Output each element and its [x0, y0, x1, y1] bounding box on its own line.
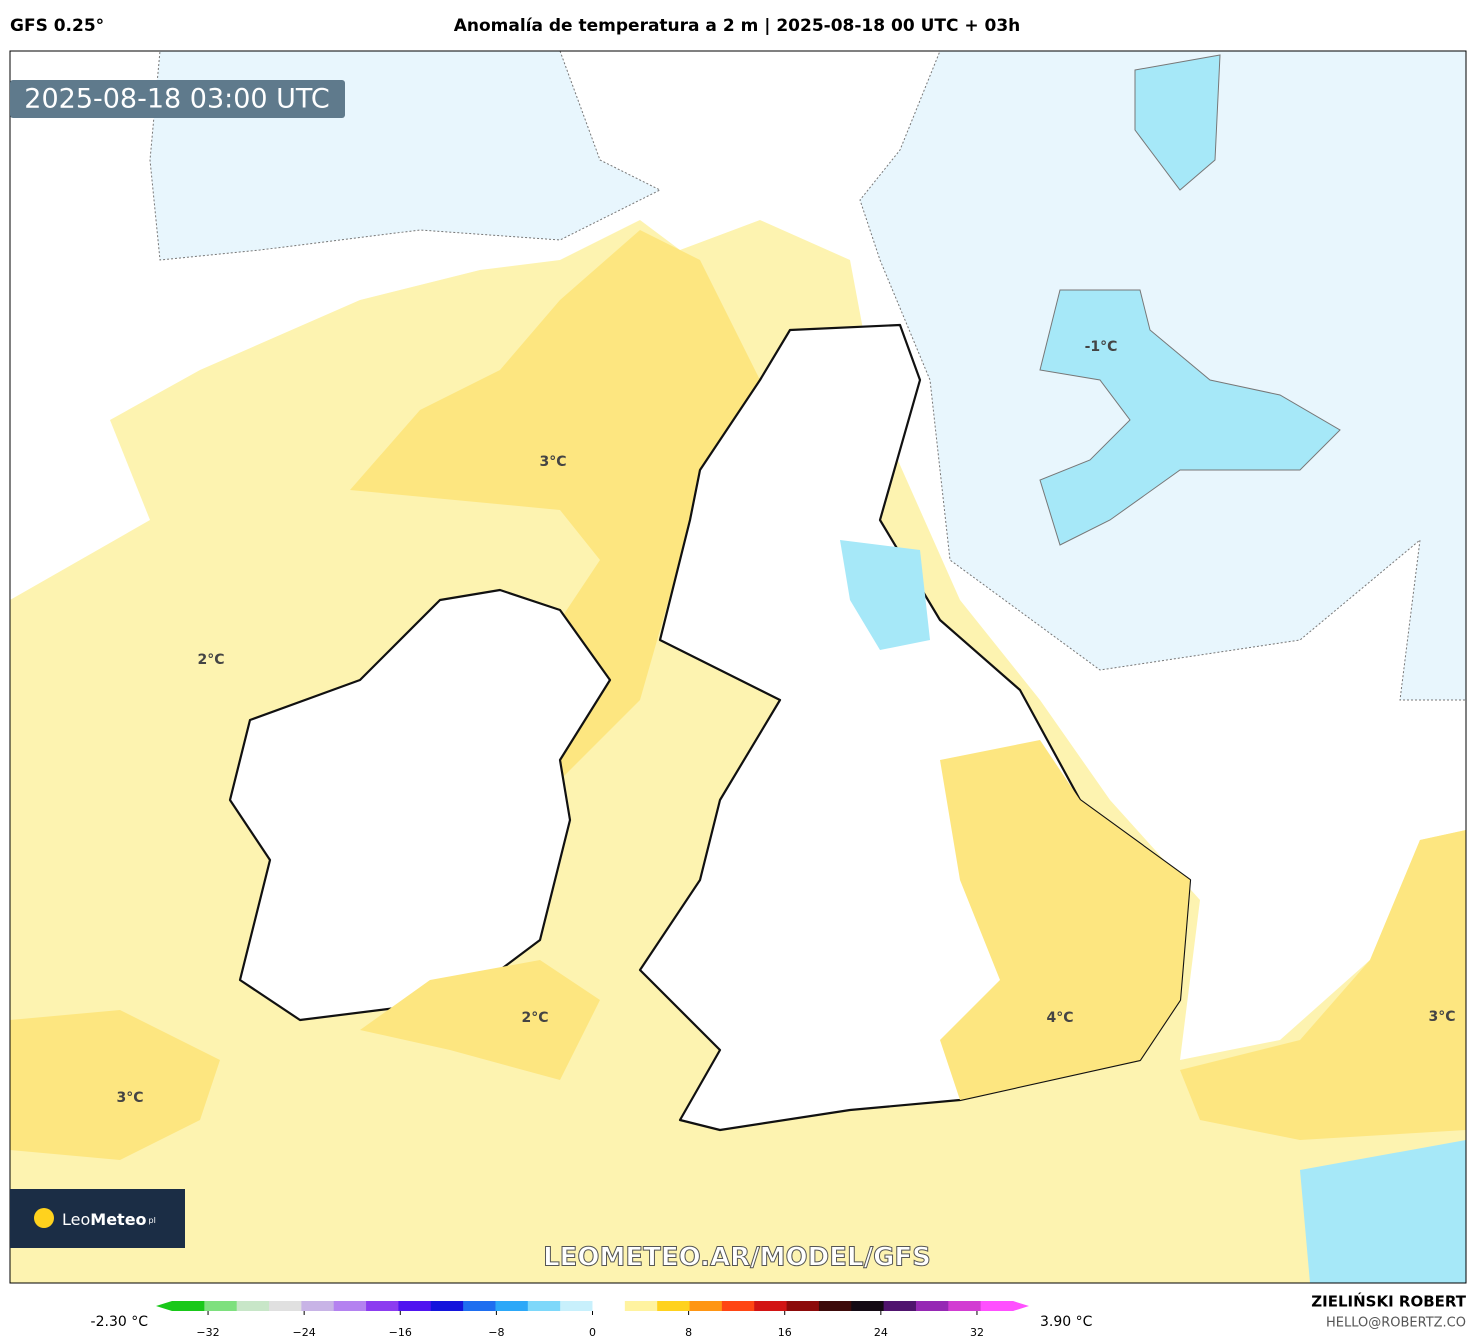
contour-label: 3°C — [1428, 1009, 1455, 1025]
colorbar-segment — [657, 1301, 691, 1311]
timestamp-box — [10, 80, 345, 118]
colorbar-segment — [592, 1301, 626, 1311]
timestamp: 2025-08-18 03:00 UTC — [24, 84, 329, 115]
colorbar-max: 3.90 °C — [1040, 1314, 1093, 1330]
colorbar-segment — [366, 1301, 399, 1311]
colorbar-segment — [269, 1301, 302, 1311]
colorbar-tick-label: −16 — [389, 1326, 412, 1339]
colorbar-segment — [430, 1301, 464, 1311]
colorbar-tick-label: 0 — [589, 1326, 596, 1339]
colorbar-segment — [204, 1301, 238, 1311]
colorbar-tick-label: 16 — [778, 1326, 792, 1339]
colorbar-segment — [495, 1301, 529, 1311]
contour-label: -1°C — [1085, 339, 1118, 355]
colorbar-tick-label: −24 — [293, 1326, 316, 1339]
colorbar-segment — [527, 1301, 561, 1311]
colorbar-extend — [156, 1301, 172, 1311]
warm-area — [360, 960, 600, 1080]
colorbar-segment — [851, 1301, 885, 1311]
colorbar-segment — [301, 1301, 335, 1311]
colorbar-segment — [172, 1301, 205, 1311]
colorbar: −32 −24 −16 −8 0 8 16 24 32 — [156, 1301, 1029, 1339]
cold-area — [1039, 289, 1341, 546]
colorbar-segment — [754, 1301, 788, 1311]
colorbar-tick-label: 32 — [970, 1326, 984, 1339]
colorbar-tick-label: 8 — [685, 1326, 692, 1339]
colorbar-segment — [980, 1301, 1014, 1311]
ireland — [228, 588, 612, 1022]
logo-text: LeoMeteo pl — [62, 1210, 156, 1229]
warm-area — [1180, 830, 1466, 1140]
contour-label: 3°C — [116, 1090, 143, 1106]
map-labels: -1°C 3°C 2°C 2°C 3°C 4°C 3°C — [116, 339, 1455, 1106]
colorbar-segment — [883, 1301, 917, 1311]
colorbar-segment — [333, 1301, 367, 1311]
cold-area — [1134, 54, 1221, 191]
colorbar-tick-label: 24 — [874, 1326, 888, 1339]
colorbar-extend — [1013, 1301, 1029, 1311]
map-frame — [9, 50, 1467, 1284]
author: ZIELIŃSKI ROBERT — [1311, 1292, 1466, 1311]
colorbar-segment — [689, 1301, 723, 1311]
map-title: Anomalía de temperatura a 2 m | 2025-08-… — [454, 16, 1021, 36]
watermark: LEOMETEO.AR/MODEL/GFS — [543, 1243, 931, 1273]
contour-label: 3°C — [539, 454, 566, 470]
colorbar-segment — [818, 1301, 852, 1311]
warm-area — [10, 1010, 220, 1160]
colorbar-min: -2.30 °C — [91, 1314, 149, 1330]
map — [10, 51, 1466, 1283]
colorbar-tick-label: −32 — [196, 1326, 219, 1339]
warm-area — [940, 740, 1190, 1100]
colorbar-tick-label: −8 — [488, 1326, 504, 1339]
contour-label: 2°C — [197, 652, 224, 668]
colorbar-segment — [463, 1301, 496, 1311]
contour-label: 4°C — [1046, 1010, 1073, 1026]
colorbar-segment — [398, 1301, 432, 1311]
colorbar-segment — [721, 1301, 755, 1311]
colorbar-segment — [624, 1301, 658, 1311]
email: HELLO@ROBERTZ.CO — [1326, 1316, 1466, 1331]
colorbar-segment — [915, 1301, 949, 1311]
model-name: GFS 0.25° — [10, 16, 104, 36]
logo-sun — [34, 1208, 54, 1228]
contour-label: 2°C — [521, 1010, 548, 1026]
colorbar-segment — [786, 1301, 820, 1311]
cold-area — [840, 540, 930, 650]
warm-area — [350, 230, 820, 780]
cold-area — [1300, 1140, 1466, 1283]
colorbar-segment — [948, 1301, 982, 1311]
colorbar-segment — [560, 1301, 593, 1311]
colorbar-segment — [236, 1301, 270, 1311]
